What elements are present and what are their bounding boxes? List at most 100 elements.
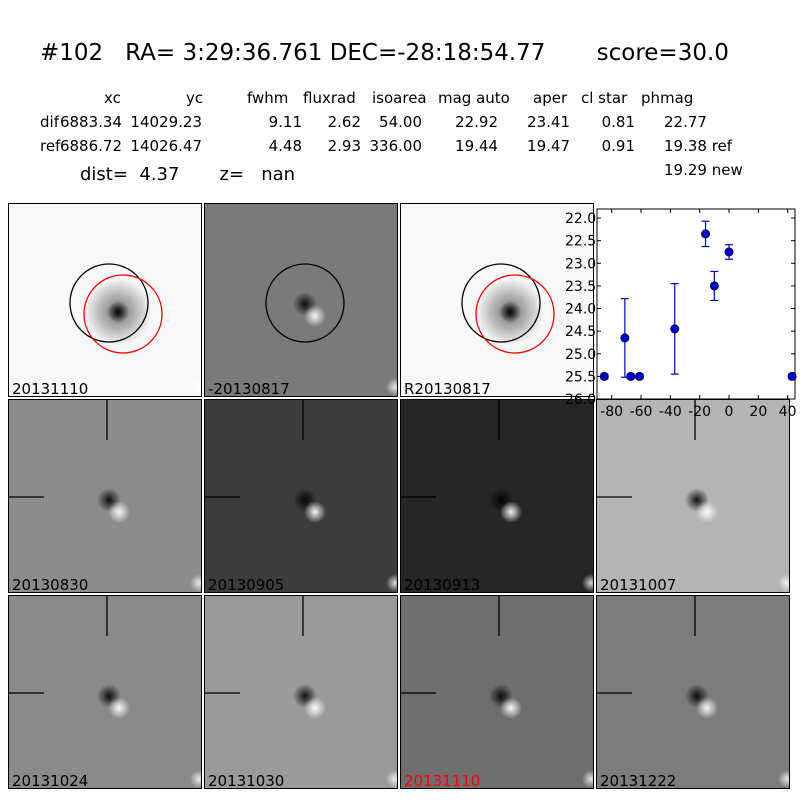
stamp-date-label: 20130830 — [12, 576, 89, 593]
column-header: xc — [104, 89, 121, 107]
table-cell: 2.93 — [327, 137, 361, 155]
dec-value: DEC=-28:18:54.77 — [329, 40, 546, 66]
ra-value: 3:29:36.761 — [182, 40, 323, 66]
corner-star — [778, 770, 789, 788]
x-tick-label: -80 — [600, 404, 623, 420]
stamp-date-label: 20131030 — [208, 772, 285, 789]
y-tick-label: 24.0 — [565, 302, 596, 318]
y-tick-label: 24.5 — [565, 324, 596, 340]
stamp-date-label: 20131110 — [12, 380, 89, 397]
source-blob — [107, 301, 129, 323]
column-header: yc — [186, 89, 204, 107]
table-cell: 23.41 — [527, 113, 570, 131]
corner-star — [190, 378, 201, 396]
y-tick-label: 22.0 — [565, 211, 596, 227]
table-cell: 0.91 — [601, 137, 635, 155]
corner-star — [190, 770, 201, 788]
dist-line: dist= 4.37 z= nan — [80, 164, 295, 185]
ra-label: RA= — [125, 40, 176, 66]
dist-value: dist= 4.37 — [80, 164, 180, 185]
column-header: fwhm — [247, 89, 289, 107]
table-cell: 336.00 — [369, 137, 423, 155]
table-cell: 22.77 — [664, 113, 707, 131]
column-header: isoarea — [372, 89, 427, 107]
stamp-date-label: 20131007 — [600, 576, 677, 593]
aperture-circle-black — [461, 263, 541, 343]
x-tick-label: 0 — [725, 404, 734, 420]
data-point — [626, 371, 636, 381]
column-header: cl star — [581, 89, 628, 107]
y-tick-label: 25.0 — [565, 347, 596, 363]
row-label: ref — [40, 137, 61, 155]
stamp-date-label: 20130913 — [404, 576, 481, 593]
data-point — [599, 371, 609, 381]
data-point — [709, 281, 719, 291]
aperture-circle-red — [83, 274, 163, 354]
table-cell: 14029.23 — [130, 113, 202, 131]
x-tick-label: 20 — [749, 404, 767, 420]
table-cell: 19.47 — [527, 137, 570, 155]
stamp-panel: 20131110 — [8, 203, 202, 397]
dipole-positive — [500, 501, 522, 523]
x-tick-label: 40 — [779, 404, 797, 420]
dipole-positive — [696, 501, 718, 523]
stamp-panel: 20131110 — [400, 595, 594, 789]
table-cell: 19.38 ref — [664, 137, 733, 155]
corner-star — [386, 378, 397, 396]
x-tick-label: -60 — [630, 404, 653, 420]
corner-star — [190, 574, 201, 592]
stamp-panel: 20131030 — [204, 595, 398, 789]
y-tick-label: 23.0 — [565, 256, 596, 272]
table-cell: 6886.72 — [59, 137, 122, 155]
stamp-date-label: -20130817 — [208, 380, 290, 397]
stamp-panel: 20130913 — [400, 399, 594, 593]
dipole-positive — [500, 697, 522, 719]
dipole-positive — [108, 697, 130, 719]
data-point — [620, 333, 630, 343]
data-point — [670, 324, 680, 334]
candidate-id: #102 — [40, 40, 104, 66]
table-cell: 0.81 — [601, 113, 635, 131]
stamp-date-label: R20130817 — [404, 380, 491, 397]
aperture-circle-black — [69, 263, 149, 343]
table-cell: 6883.34 — [59, 113, 122, 131]
data-point — [635, 371, 645, 381]
stamp-date-label: 20131110 — [404, 772, 481, 789]
stamp-date-label: 20130905 — [208, 576, 285, 593]
z-value: z= nan — [219, 164, 296, 185]
y-tick-label: 26.0 — [565, 392, 596, 408]
data-point — [701, 229, 711, 239]
source-blob — [499, 301, 521, 323]
table-cell: 54.00 — [379, 113, 422, 131]
stamp-panel: 20130830 — [8, 399, 202, 593]
phmag-new: 19.29 new — [664, 161, 743, 179]
stamp-panel: 20130905 — [204, 399, 398, 593]
aperture-circle-red — [475, 274, 555, 354]
table-cell: 4.48 — [268, 137, 302, 155]
column-header: fluxrad — [303, 89, 356, 107]
corner-star — [582, 770, 593, 788]
stamp-date-label: 20131222 — [600, 772, 677, 789]
x-tick-label: -20 — [688, 404, 711, 420]
plot-frame — [596, 208, 796, 400]
stamp-panel: 20131222 — [596, 595, 790, 789]
score-value: score=30.0 — [596, 40, 729, 66]
light-curve-chart: 22.022.523.023.524.024.525.025.526.0-80-… — [565, 208, 797, 420]
table-cell: 22.92 — [455, 113, 498, 131]
dipole-positive — [304, 305, 326, 327]
stamp-panel: -20130817 — [204, 203, 398, 397]
stamp-panel: R20130817 — [400, 203, 594, 397]
dipole-positive — [108, 501, 130, 523]
dipole-positive — [304, 501, 326, 523]
table-cell: 14026.47 — [130, 137, 202, 155]
corner-star — [386, 574, 397, 592]
y-tick-label: 22.5 — [565, 234, 596, 250]
page-title: #102 RA= 3:29:36.761 DEC=-28:18:54.77 sc… — [40, 40, 729, 66]
dipole-positive — [696, 697, 718, 719]
aperture-circle-black — [265, 263, 345, 343]
corner-star — [582, 378, 593, 396]
data-point — [787, 371, 797, 381]
stamp-date-label: 20131024 — [12, 772, 89, 789]
y-tick-label: 25.5 — [565, 369, 596, 385]
y-tick-label: 23.5 — [565, 279, 596, 295]
